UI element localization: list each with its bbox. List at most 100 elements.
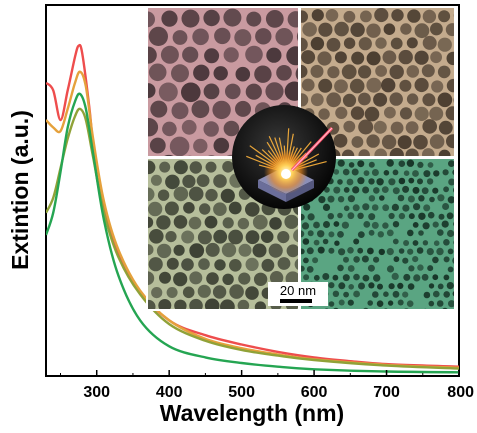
nanoparticle bbox=[252, 243, 267, 258]
nanoparticle bbox=[362, 274, 370, 282]
nanoparticle bbox=[277, 257, 291, 270]
nanoparticle bbox=[293, 229, 298, 243]
nanoparticle bbox=[306, 266, 314, 273]
nanoparticle bbox=[181, 9, 200, 28]
nanoparticle bbox=[432, 221, 439, 228]
nanoparticle bbox=[375, 37, 387, 49]
nanoparticle bbox=[346, 178, 354, 186]
nanoparticle bbox=[303, 257, 309, 264]
nanoparticle bbox=[328, 282, 335, 289]
nanoparticle bbox=[324, 308, 329, 309]
nanoparticle bbox=[443, 239, 450, 246]
nanoparticle bbox=[393, 256, 400, 263]
nanoparticle bbox=[351, 51, 365, 65]
nanoparticle bbox=[149, 229, 164, 244]
nanoparticle bbox=[464, 136, 475, 147]
nanoparticle bbox=[325, 9, 339, 22]
nanoparticle bbox=[373, 187, 380, 194]
nanoparticle bbox=[422, 119, 438, 134]
nanoparticle bbox=[422, 148, 435, 156]
nanoparticle bbox=[165, 231, 177, 243]
nanoparticle bbox=[406, 159, 415, 167]
nanoparticle bbox=[384, 308, 388, 309]
nanoparticle bbox=[361, 255, 369, 263]
nanoparticle bbox=[357, 177, 365, 185]
nanoparticle bbox=[156, 215, 171, 230]
x-tick-label: 400 bbox=[156, 384, 183, 401]
nanoparticle bbox=[417, 161, 424, 168]
nanoparticle bbox=[448, 160, 454, 167]
nanoparticle bbox=[398, 49, 413, 65]
nanoparticle bbox=[349, 78, 365, 94]
nanoparticle bbox=[437, 92, 453, 108]
nanoparticle bbox=[353, 290, 360, 298]
nanoparticle bbox=[398, 177, 406, 185]
nanoparticle bbox=[366, 77, 382, 93]
nanoparticle bbox=[189, 243, 205, 258]
laser-ablation-illustration-icon bbox=[232, 105, 336, 209]
nanoparticle bbox=[237, 299, 250, 309]
nanoparticle bbox=[174, 299, 187, 309]
nanoparticle bbox=[302, 22, 317, 37]
nanoparticle bbox=[301, 50, 316, 65]
nanoparticle bbox=[431, 80, 444, 93]
nanoparticle bbox=[284, 214, 298, 229]
nanoparticle bbox=[358, 65, 372, 79]
nanoparticle bbox=[391, 9, 404, 22]
nanoparticle bbox=[397, 282, 404, 289]
nanoparticle bbox=[371, 169, 379, 176]
nanoparticle bbox=[352, 186, 360, 194]
nanoparticle bbox=[223, 8, 242, 27]
nanoparticle bbox=[262, 314, 276, 328]
nanoparticle bbox=[238, 243, 252, 257]
nanoparticle bbox=[389, 147, 404, 156]
nanoparticle bbox=[389, 92, 403, 106]
nanoparticle bbox=[391, 272, 399, 280]
nanoparticle bbox=[166, 257, 179, 270]
nanoparticle bbox=[229, 314, 241, 326]
nanoparticle bbox=[310, 93, 324, 107]
nanoparticle bbox=[327, 66, 340, 79]
nanoparticle bbox=[391, 203, 399, 211]
nanoparticle bbox=[430, 22, 443, 36]
nanoparticle bbox=[373, 120, 387, 134]
nanoparticle bbox=[148, 201, 163, 217]
nanoparticle bbox=[438, 213, 445, 220]
nanoparticle bbox=[246, 11, 262, 27]
nanoparticle bbox=[352, 204, 360, 212]
nanoparticle bbox=[221, 242, 237, 258]
nanoparticle bbox=[150, 100, 168, 118]
nanoparticle bbox=[412, 170, 419, 177]
nanoparticle bbox=[445, 106, 454, 121]
nanoparticle bbox=[437, 229, 444, 236]
nanoparticle bbox=[398, 248, 405, 254]
nanoparticle bbox=[382, 222, 389, 229]
nanoparticle bbox=[213, 66, 228, 81]
nanoparticle bbox=[323, 221, 330, 228]
nanoparticle bbox=[422, 35, 437, 50]
nanoparticle bbox=[421, 64, 435, 78]
nanoparticle bbox=[332, 290, 340, 297]
nanoparticle bbox=[164, 154, 174, 156]
nanoparticle bbox=[408, 177, 415, 184]
nanoparticle bbox=[301, 64, 308, 79]
nanoparticle bbox=[158, 82, 178, 102]
nanoparticle bbox=[347, 299, 354, 306]
nanoparticle bbox=[423, 291, 431, 299]
nanoparticle bbox=[446, 282, 454, 290]
nanoparticle bbox=[360, 10, 372, 23]
x-axis-label: Wavelength (nm) bbox=[160, 400, 344, 426]
nanoparticle bbox=[358, 149, 370, 156]
nanoparticle bbox=[301, 213, 305, 221]
plot-frame bbox=[45, 4, 460, 377]
nanoparticle bbox=[301, 248, 305, 255]
nanoparticle bbox=[407, 9, 421, 23]
nanoparticle bbox=[197, 230, 212, 245]
nanoparticle bbox=[366, 134, 380, 148]
nanoparticle bbox=[363, 170, 370, 177]
nanoparticle bbox=[228, 229, 244, 245]
x-tick-label: 800 bbox=[447, 384, 474, 401]
nanoparticle bbox=[464, 53, 476, 65]
nanoparticle bbox=[437, 37, 452, 52]
nanoparticle bbox=[148, 216, 154, 229]
